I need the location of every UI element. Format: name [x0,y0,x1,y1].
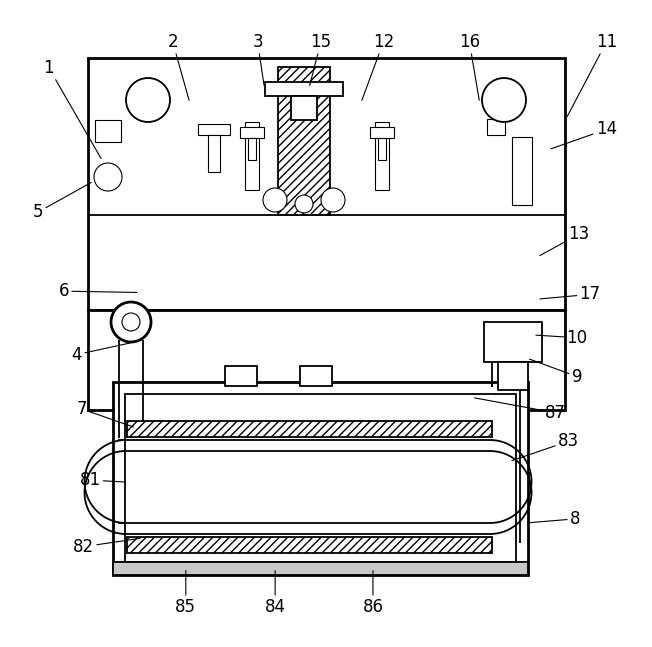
Text: 17: 17 [540,285,600,303]
Text: 13: 13 [540,225,589,256]
Text: 10: 10 [536,329,587,347]
Bar [88,58,565,310]
Text: 6: 6 [59,282,137,300]
Bar [125,394,516,563]
Bar [378,138,386,160]
Text: 81: 81 [80,471,125,489]
Text: 2: 2 [168,33,189,100]
Bar [278,67,330,215]
Bar [225,366,257,386]
Text: 11: 11 [567,33,617,116]
Bar [198,124,230,135]
Text: 3: 3 [252,33,264,85]
Bar [484,322,542,362]
Circle shape [482,78,526,122]
Bar [291,96,317,120]
Text: 14: 14 [551,120,617,149]
Text: 15: 15 [310,33,331,85]
Circle shape [126,78,170,122]
Circle shape [122,313,140,331]
Text: 4: 4 [72,343,130,364]
Bar [113,382,528,575]
Text: 86: 86 [363,571,383,616]
Text: 9: 9 [529,359,582,386]
Bar [375,122,389,190]
Bar [245,122,259,190]
Bar [498,362,528,390]
Text: 85: 85 [175,571,196,616]
Bar [113,562,528,575]
Bar [88,310,565,410]
Text: 87: 87 [475,398,566,422]
Bar [300,366,332,386]
Bar [127,421,492,437]
Text: 5: 5 [33,182,91,221]
Bar [370,127,394,138]
Text: 1: 1 [44,59,101,159]
Bar [265,82,343,96]
Bar [248,138,256,160]
Text: 82: 82 [73,538,140,556]
Bar [512,137,532,205]
Text: 12: 12 [362,33,394,100]
Bar [95,120,121,142]
Bar [240,127,264,138]
Bar [487,119,505,135]
Circle shape [263,188,287,212]
Text: 8: 8 [528,510,580,528]
Circle shape [94,163,122,191]
Text: 83: 83 [512,432,579,461]
Circle shape [111,302,151,342]
Bar [127,537,492,553]
Text: 7: 7 [76,400,134,427]
Circle shape [295,195,313,213]
Text: 16: 16 [459,33,480,100]
Bar [208,135,220,172]
Circle shape [321,188,345,212]
Text: 84: 84 [265,571,286,616]
